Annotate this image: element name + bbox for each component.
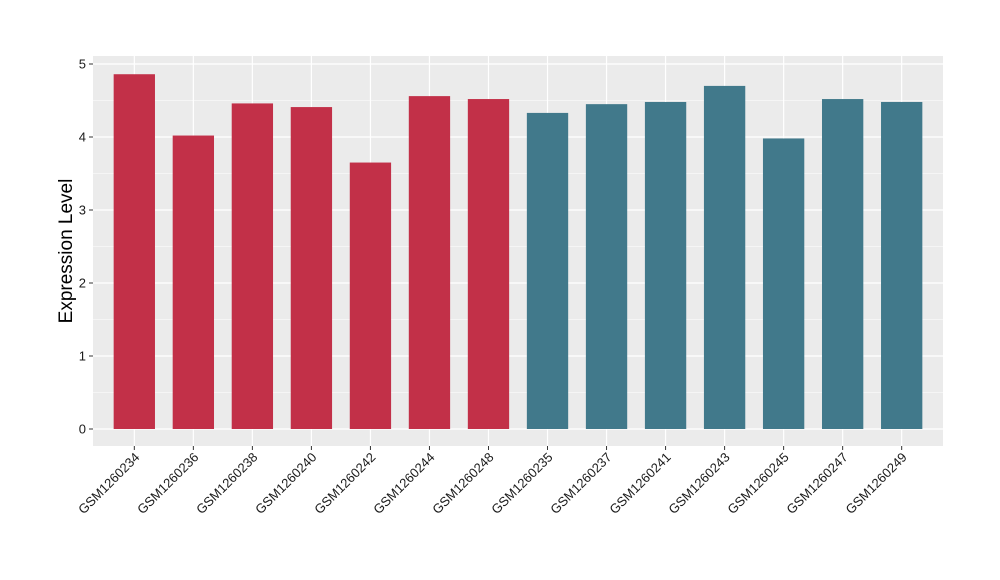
y-tick-label: 0 (79, 422, 86, 437)
bars (113, 74, 923, 430)
x-tick-label: GSM1260237 (547, 450, 614, 517)
y-tick-label: 4 (79, 130, 86, 145)
x-tick-label: GSM1260234 (75, 450, 142, 517)
bar-GSM1260247 (821, 99, 864, 429)
x-tick-label: GSM1260244 (370, 450, 437, 517)
bar-GSM1260243 (703, 85, 746, 430)
bar-GSM1260237 (585, 104, 628, 430)
x-tick-label: GSM1260245 (724, 450, 791, 517)
bar-GSM1260249 (881, 101, 923, 430)
y-tick-label: 2 (79, 276, 86, 291)
y-tick-label: 5 (79, 57, 86, 72)
bar-GSM1260245 (762, 138, 805, 429)
bar-GSM1260244 (408, 96, 451, 430)
x-axis: GSM1260234GSM1260236GSM1260238GSM1260240… (75, 446, 910, 517)
bar-GSM1260234 (113, 74, 155, 429)
plot-panel (93, 56, 943, 446)
x-tick-label: GSM1260247 (783, 450, 850, 517)
x-tick-label: GSM1260235 (488, 450, 555, 517)
y-tick-label: 1 (79, 349, 86, 364)
x-tick-label: GSM1260242 (311, 450, 378, 517)
x-tick-label: GSM1260248 (429, 450, 496, 517)
bar-GSM1260240 (290, 107, 333, 429)
x-tick-label: GSM1260243 (665, 450, 732, 517)
bar-GSM1260235 (526, 112, 569, 429)
y-axis: 0 1 2 3 4 5 (79, 57, 93, 437)
x-tick-label: GSM1260236 (134, 450, 201, 517)
bar-GSM1260241 (644, 101, 687, 430)
y-tick-label: 3 (79, 203, 86, 218)
bar-GSM1260248 (467, 99, 510, 429)
x-tick-label: GSM1260238 (193, 450, 260, 517)
y-axis-title: Expression Level (56, 179, 77, 324)
bar-GSM1260236 (172, 135, 215, 430)
x-tick-label: GSM1260240 (252, 450, 319, 517)
x-tick-label: GSM1260249 (842, 450, 909, 517)
x-tick-label: GSM1260241 (606, 450, 673, 517)
bar-GSM1260242 (349, 162, 392, 430)
bar-GSM1260238 (231, 103, 274, 430)
